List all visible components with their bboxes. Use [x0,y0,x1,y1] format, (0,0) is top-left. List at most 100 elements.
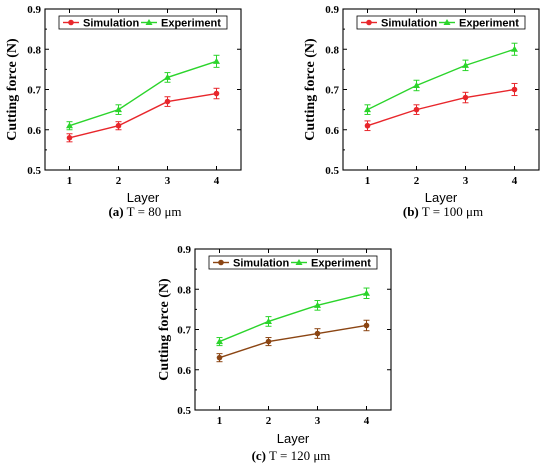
caption-text: T = 120 μm [266,448,330,463]
legend-marker [295,259,303,265]
panel-b: 0.5 0.6 0.7 0.8 0.9 1 2 3 4 Layer Cutting force (N… [303,4,540,219]
data-point [164,73,171,80]
y-tick-label: 0.7 [27,85,41,97]
caption-text: T = 80 μm [124,204,182,219]
y-tick-label: 0.8 [27,44,41,56]
data-point [66,135,73,141]
x-tick-label: 1 [67,175,73,187]
data-point [115,122,122,129]
legend-label: Experiment [161,18,221,30]
series-experiment [364,42,518,115]
legend-label: Simulation [381,18,438,30]
y-axis-label: Cutting force (N) [5,38,20,141]
data-point [164,98,171,105]
series-experiment [66,54,220,131]
plot-frame [44,8,242,171]
data-point [363,289,370,296]
data-point [216,338,223,345]
y-tick-label: 0.9 [325,4,339,16]
x-tick-label: 3 [463,175,469,187]
y-axis-label: Cutting force (N) [157,278,172,381]
data-point [216,354,223,361]
x-tick-label: 2 [414,175,420,187]
caption-label: (b) [403,204,419,219]
series-line [219,324,367,359]
series-line [69,92,217,139]
y-tick-label: 0.6 [325,125,339,137]
legend-label: Simulation [233,258,290,270]
data-point [511,86,518,93]
data-point [115,106,122,113]
data-point [364,122,371,129]
x-tick-label: 2 [266,415,272,427]
legend-label: Simulation [83,18,140,30]
legend: Simulation Experiment [208,255,378,270]
data-point [511,45,518,52]
data-point [314,330,321,337]
y-tick-label: 0.6 [177,365,191,377]
data-point [363,322,370,329]
panel-caption: (b) T = 100 μm [403,204,483,219]
data-point [213,90,220,97]
data-point [213,57,220,64]
panel-caption: (a) T = 80 μm [108,204,181,219]
series-line [69,60,217,127]
y-tick-label: 0.8 [177,284,191,296]
series-simulation [364,82,518,132]
data-point [462,94,469,101]
y-tick-label: 0.9 [27,4,41,16]
data-point [66,122,73,129]
x-tick-label: 1 [217,415,223,427]
legend-label: Experiment [311,258,371,270]
legend-marker [218,259,224,266]
legend-marker [68,19,74,26]
plot-frame [342,8,540,171]
legend-marker [443,19,451,25]
data-point [314,301,321,308]
y-axis-label: Cutting force (N) [303,38,318,141]
x-tick-label: 3 [315,415,321,427]
legend-marker [366,19,372,26]
caption-label: (c) [252,448,266,463]
x-tick-label: 2 [116,175,122,187]
x-tick-label: 4 [214,175,220,187]
legend: Simulation Experiment [356,15,526,30]
y-tick-label: 0.7 [325,85,339,97]
series-line [367,48,515,111]
series-line [367,88,515,127]
panel-caption: (c) T = 120 μm [252,448,331,463]
series-experiment [216,287,370,347]
x-tick-label: 1 [365,175,371,187]
caption-label: (a) [108,204,123,219]
data-point [413,81,420,88]
y-tick-label: 0.5 [325,165,339,177]
y-tick-label: 0.5 [27,165,41,177]
legend-marker [145,19,153,25]
series-simulation [66,87,220,143]
x-tick-label: 4 [364,415,370,427]
data-point [364,106,371,113]
x-axis-label: Layer [277,431,310,446]
panel-c: 0.5 0.6 0.7 0.8 0.9 1 2 3 4 Layer Cutting force (N… [157,244,392,463]
y-tick-label: 0.5 [177,405,191,417]
plot-frame [194,248,392,411]
data-point [265,317,272,324]
y-tick-label: 0.8 [325,44,339,56]
y-tick-label: 0.7 [177,325,191,337]
data-point [265,338,272,345]
x-axis-label: Layer [127,190,160,205]
panel-a: 0.5 0.6 0.7 0.8 0.9 1 2 3 4 Layer Cutting force (N… [5,4,242,219]
data-point [462,61,469,68]
caption-text: T = 100 μm [419,204,483,219]
y-tick-label: 0.9 [177,244,191,256]
x-tick-label: 4 [512,175,518,187]
legend-label: Experiment [459,18,519,30]
data-point [413,106,420,113]
legend: Simulation Experiment [58,15,228,30]
x-tick-label: 3 [165,175,171,187]
series-simulation [216,319,370,363]
x-axis-label: Layer [425,190,458,205]
series-line [219,292,367,343]
y-tick-label: 0.6 [27,125,41,137]
